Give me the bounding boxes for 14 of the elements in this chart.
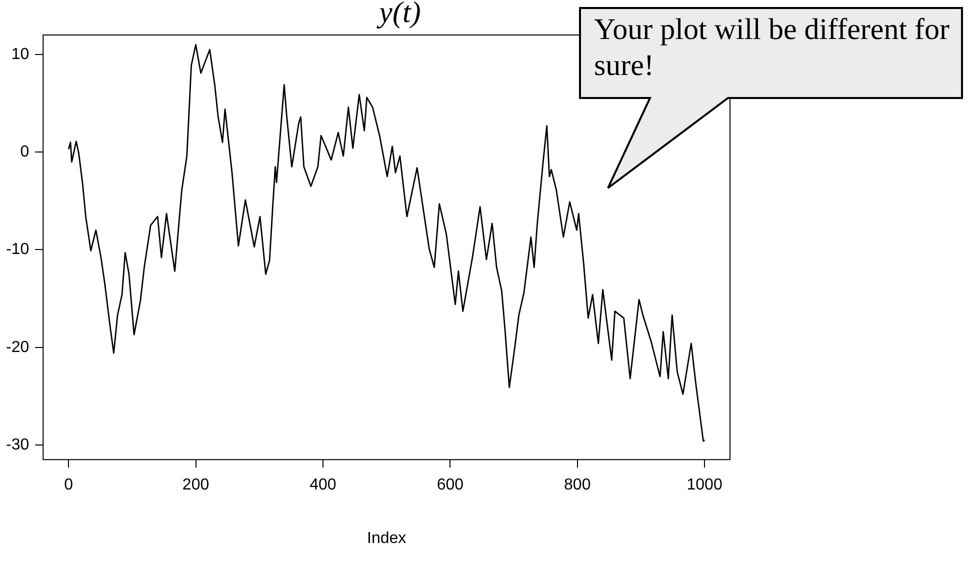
- chart-title: y(t): [379, 0, 421, 29]
- x-axis-title: Index: [366, 530, 406, 547]
- y-tick-label: -20: [6, 338, 30, 356]
- x-tick-label: 800: [564, 476, 591, 494]
- x-tick-label: 600: [436, 476, 464, 494]
- y-tick-label: 10: [11, 46, 30, 63]
- y-tick-label: -10: [6, 241, 30, 258]
- x-tick-label: 400: [310, 476, 336, 494]
- y-tick-label: 0: [20, 144, 30, 161]
- x-tick-label: 0: [64, 476, 74, 494]
- annotation: Your plot will be different for sure!: [594, 12, 951, 84]
- x-tick-label: 1000: [686, 476, 722, 494]
- x-tick-label: 200: [182, 476, 210, 494]
- y-tick-label: -30: [6, 436, 30, 454]
